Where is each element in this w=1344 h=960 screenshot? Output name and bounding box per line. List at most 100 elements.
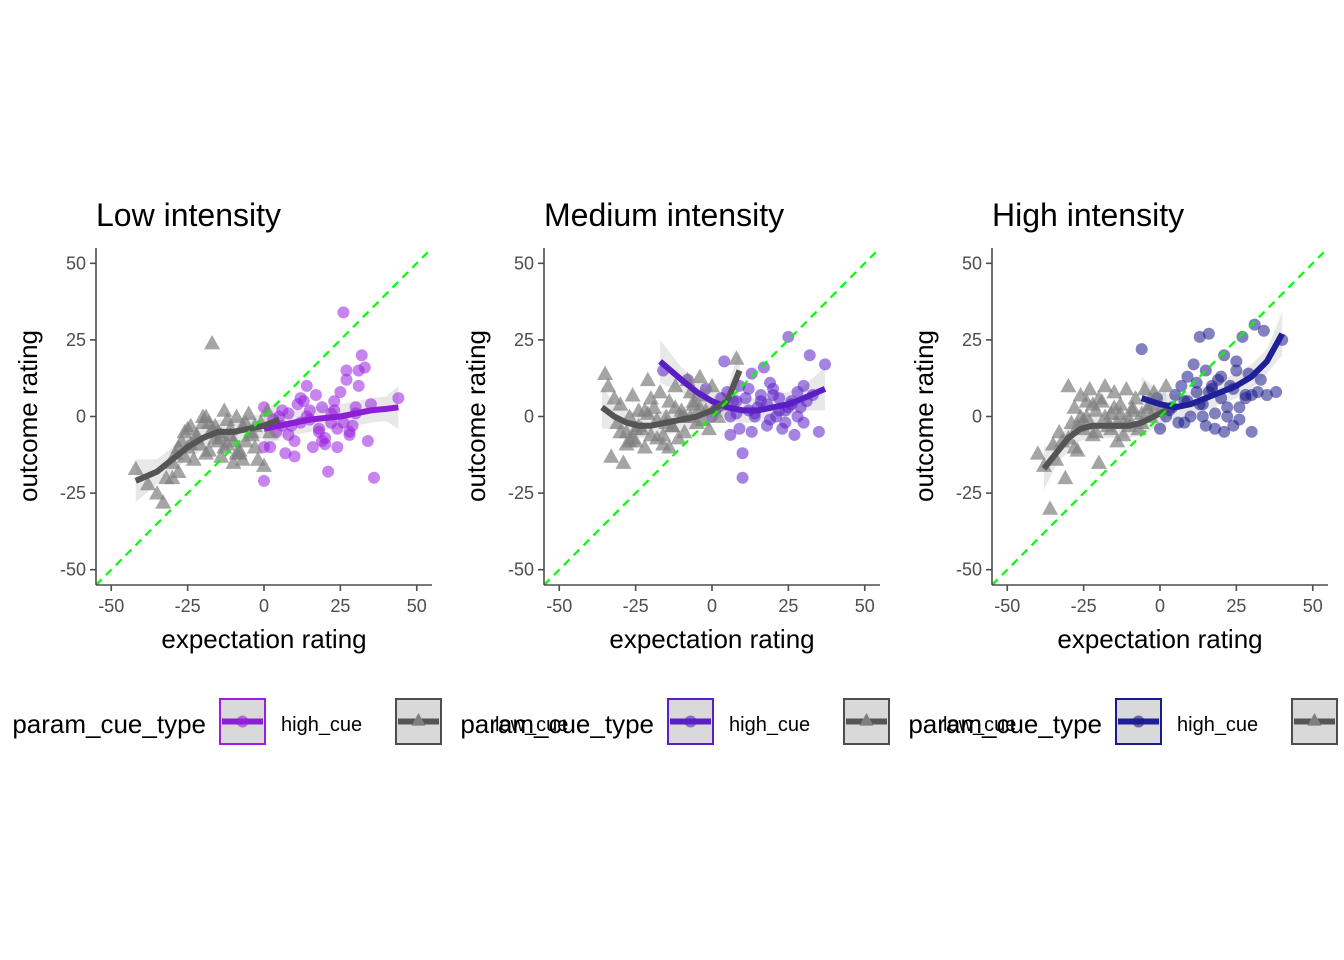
point-high-cue (392, 392, 405, 405)
point-high-cue (1257, 324, 1270, 337)
point-high-cue (258, 441, 270, 454)
point-low-cue (1066, 399, 1083, 414)
trend-line-high-cue (658, 359, 827, 414)
point-low-cue (700, 420, 717, 436)
point-high-cue (355, 349, 368, 362)
point-low-cue (213, 448, 230, 463)
point-high-cue (819, 358, 832, 371)
y-tick-label: -50 (508, 560, 534, 580)
point-high-cue (1236, 330, 1249, 343)
point-high-cue (337, 416, 350, 429)
point-low-cue (246, 439, 263, 454)
x-tick-label: 50 (1303, 596, 1323, 616)
point-high-cue (797, 379, 810, 392)
point-high-cue (322, 465, 335, 478)
point-low-cue (1145, 383, 1162, 399)
point-high-cue (334, 385, 347, 398)
point-low-cue (612, 423, 629, 439)
point-low-cue (1158, 377, 1175, 393)
y-tick-label: 50 (514, 253, 534, 273)
point-high-cue (352, 364, 365, 377)
x-tick-label: -25 (175, 596, 201, 616)
point-high-cue (788, 428, 801, 441)
x-tick-label: -50 (98, 596, 124, 616)
point-low-cue (1112, 405, 1129, 420)
point-low-cue (179, 420, 196, 436)
point-high-cue (803, 349, 816, 362)
point-high-cue (1193, 330, 1206, 343)
legend-panel-low: param_cue_type high_cue low_cue (12, 698, 568, 745)
point-low-cue (201, 442, 218, 457)
point-low-cue (612, 396, 629, 411)
legend-title: param_cue_type (460, 709, 654, 739)
point-low-cue (234, 451, 251, 466)
point-low-cue (1060, 377, 1077, 393)
point-low-cue (600, 377, 617, 393)
x-tick-label: 25 (1226, 596, 1246, 616)
point-high-cue (1221, 410, 1234, 423)
legend-panel-medium: param_cue_type high_cue low_cue (460, 698, 1016, 745)
point-low-cue (216, 439, 233, 454)
legend-label-high-cue: high_cue (729, 714, 810, 736)
point-low-cue (1115, 426, 1132, 442)
point-high-cue (812, 425, 825, 438)
identity-reference-line (96, 248, 432, 585)
point-high-cue (760, 419, 773, 432)
panel-title: Medium intensity (544, 197, 784, 233)
legend-key-high-cue (667, 698, 714, 745)
point-high-cue (733, 422, 746, 435)
point-low-cue (219, 411, 236, 426)
legend-key-low-cue (843, 698, 890, 745)
point-high-cue (367, 471, 380, 484)
point-high-cue (767, 389, 780, 402)
x-tick-label: 0 (707, 596, 717, 616)
point-high-cue (300, 379, 313, 392)
y-tick-label: -50 (956, 560, 982, 580)
point-high-cue (724, 428, 737, 441)
point-high-cue (745, 367, 758, 380)
panel-low-intensity: Low intensity -50 -25 0 25 50 -50 -25 0 25 50 exp… (13, 197, 432, 654)
trend-line-high-cue (1140, 332, 1285, 411)
point-high-cue (736, 471, 749, 484)
point-high-cue (718, 355, 731, 368)
panel-title: Low intensity (96, 197, 281, 233)
point-high-cue (1181, 370, 1194, 383)
y-tick-label: 50 (66, 253, 86, 273)
point-high-cue (754, 395, 767, 408)
point-low-cue (1084, 396, 1101, 411)
point-low-cue (1106, 383, 1123, 399)
point-high-cue (757, 361, 770, 374)
axes: -50 -25 0 25 50 -50 -25 0 25 50 (956, 248, 1328, 616)
point-low-cue (149, 485, 166, 500)
point-low-cue (691, 368, 708, 384)
point-low-cue (1066, 439, 1083, 454)
point-low-cue (664, 417, 681, 433)
point-high-cue (1218, 425, 1231, 438)
y-tick-label: 50 (962, 253, 982, 273)
legend-label-low-cue: low_cue (495, 714, 568, 736)
legend-key-circle (236, 715, 249, 728)
point-high-cue (1208, 422, 1221, 435)
point-high-cue (352, 379, 365, 392)
point-high-cue (343, 428, 356, 441)
point-low-cue (228, 408, 245, 423)
point-high-cue (1218, 349, 1231, 362)
x-axis-title: expectation rating (1057, 624, 1262, 654)
point-low-cue (164, 469, 181, 485)
legend-key-triangle (859, 713, 874, 726)
y-tick-label: -25 (508, 483, 534, 503)
point-high-cue (739, 392, 752, 405)
y-tick-label: -50 (60, 560, 86, 580)
point-high-cue (1199, 419, 1212, 432)
point-low-cue (1136, 380, 1153, 396)
axes: -50 -25 0 25 50 -50 -25 0 25 50 (508, 248, 880, 616)
legend-key-high-cue (1115, 698, 1162, 745)
point-low-cue (1057, 469, 1074, 485)
legend-label-high-cue: high_cue (281, 714, 362, 736)
point-low-cue (256, 457, 272, 472)
point-low-cue (204, 334, 221, 350)
x-tick-label: -50 (546, 596, 572, 616)
point-high-cue (1196, 410, 1209, 423)
x-tick-label: -25 (1071, 596, 1097, 616)
point-low-cue (1124, 402, 1141, 417)
